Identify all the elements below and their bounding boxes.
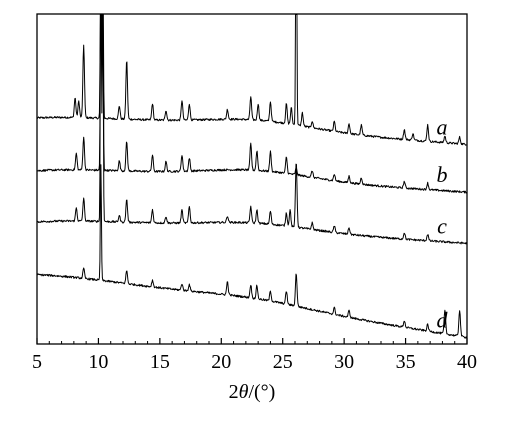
x-tick-label-7: 40 bbox=[457, 351, 477, 373]
x-tick-label-1: 10 bbox=[88, 351, 108, 373]
x-tick-label-0: 5 bbox=[32, 351, 42, 373]
series-line-d bbox=[36, 164, 468, 339]
series-label-b: b bbox=[437, 162, 448, 187]
series-label-a: a bbox=[437, 114, 448, 139]
series-line-b bbox=[36, 14, 468, 194]
series-labels: ab c d bbox=[437, 114, 449, 332]
x-axis: 5 10 15 20 25 30 35 40 bbox=[32, 338, 477, 373]
x-axis-title: 2θ/(°) bbox=[229, 381, 276, 403]
series-line-c bbox=[36, 14, 468, 245]
x-axis-title-symbol: θ bbox=[239, 381, 249, 403]
x-tick-label-2: 15 bbox=[150, 351, 170, 373]
x-axis-title-prefix: 2 bbox=[229, 381, 239, 403]
x-tick-label-6: 35 bbox=[396, 351, 416, 373]
series-label-d: d bbox=[437, 307, 449, 332]
plot-lines bbox=[36, 14, 468, 339]
x-tick-label-5: 30 bbox=[334, 351, 354, 373]
plot-frame bbox=[36, 13, 468, 345]
x-tick-label-3: 20 bbox=[211, 351, 231, 373]
series-line-a bbox=[36, 14, 468, 146]
x-axis-title-suffix: /(°) bbox=[248, 381, 275, 403]
x-tick-label-4: 25 bbox=[273, 351, 293, 373]
series-label-c: c bbox=[437, 213, 447, 238]
